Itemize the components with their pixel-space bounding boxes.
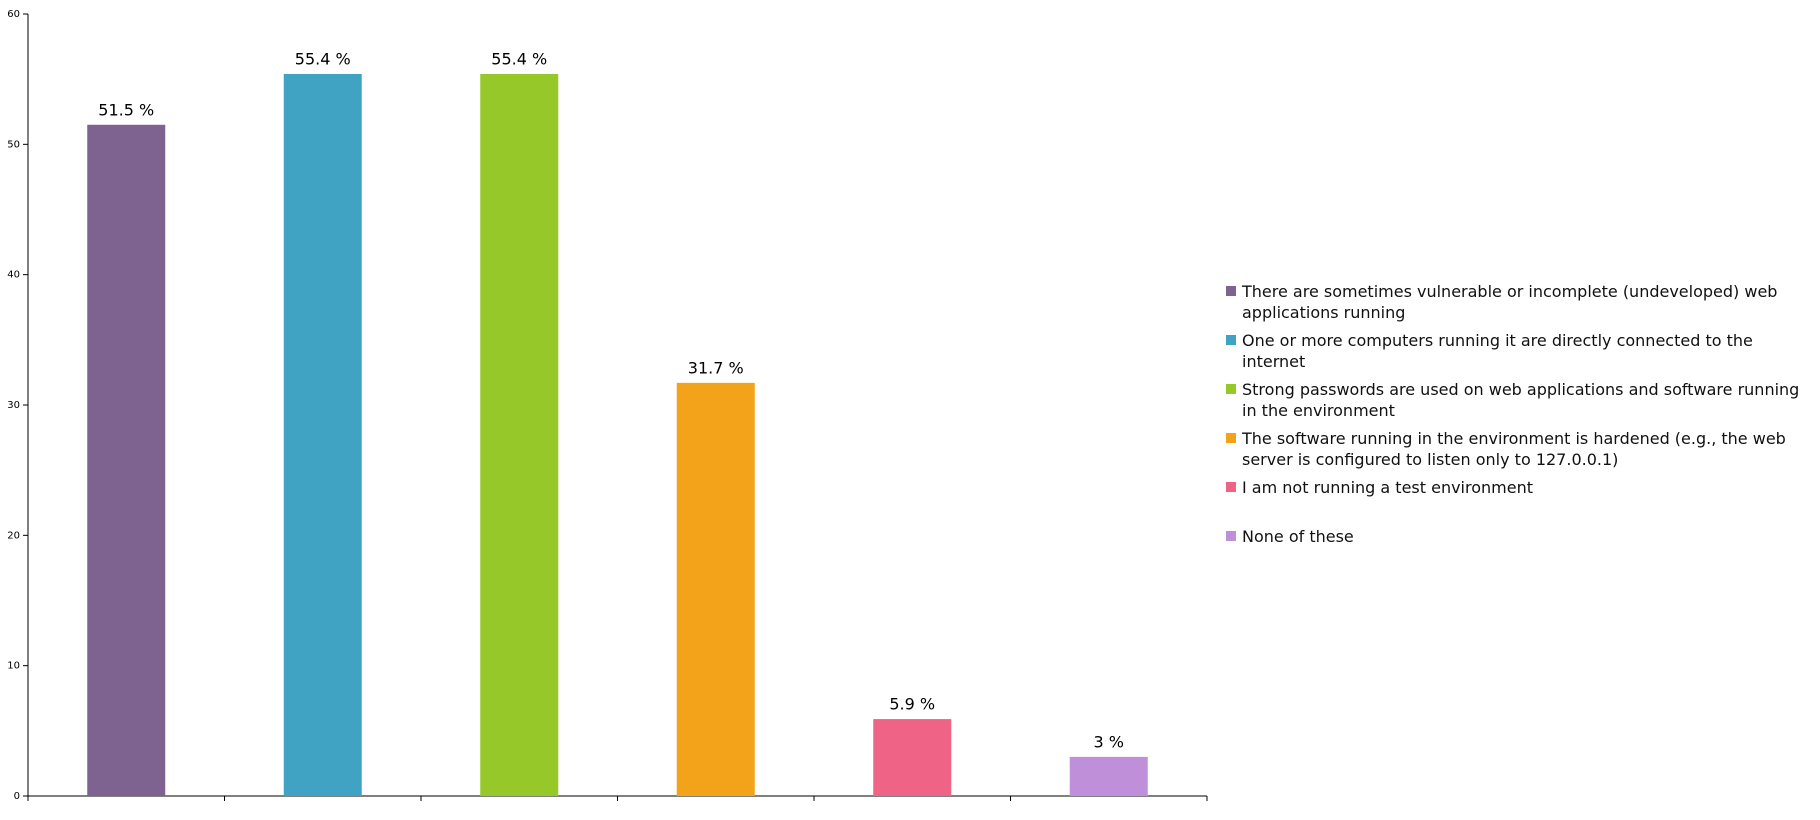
y-tick-label: 50 [7,139,20,150]
legend-swatch [1226,286,1236,296]
value-label: 55.4 % [295,49,351,68]
legend-label: There are sometimes vulnerable or incomp… [1242,282,1778,322]
bar [87,124,166,797]
legend-swatch [1226,482,1236,492]
value-label: 5.9 % [889,695,935,714]
y-tick-label: 40 [7,270,20,281]
value-label: 31.7 % [688,358,744,377]
value-label: 51.5 % [98,100,154,119]
bar [1069,756,1148,796]
legend-label: I am not running a test environment [1242,478,1533,497]
legend-item: None of these [1226,526,1354,547]
y-tick-label: 10 [7,661,20,672]
legend-item: Strong passwords are used on web applica… [1226,379,1806,421]
bar [873,719,952,796]
legend-item: The software running in the environment … [1226,428,1806,470]
legend: There are sometimes vulnerable or incomp… [1226,0,1806,820]
legend-item: I am not running a test environment [1226,477,1533,498]
legend-swatch [1226,531,1236,541]
legend-swatch [1226,384,1236,394]
bar [676,382,755,796]
legend-swatch [1226,335,1236,345]
y-tick-label: 20 [7,530,20,541]
value-label: 3 % [1094,732,1124,751]
y-tick-label: 60 [7,9,20,20]
value-label: 55.4 % [491,49,547,68]
y-tick-label: 0 [14,791,20,802]
legend-label: One or more computers running it are dir… [1242,331,1753,371]
legend-label: Strong passwords are used on web applica… [1242,380,1800,420]
legend-label: None of these [1242,527,1354,546]
y-tick-label: 30 [7,400,20,411]
legend-item: There are sometimes vulnerable or incomp… [1226,281,1806,323]
legend-item: One or more computers running it are dir… [1226,330,1806,372]
legend-label: The software running in the environment … [1242,429,1786,469]
bar [480,73,559,797]
legend-swatch [1226,433,1236,443]
bar [283,73,362,797]
